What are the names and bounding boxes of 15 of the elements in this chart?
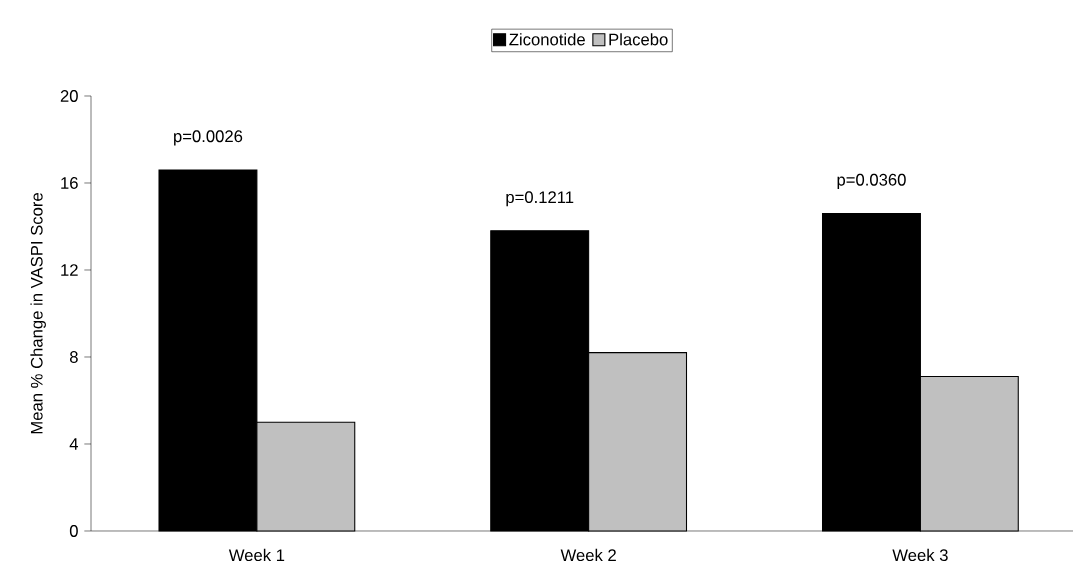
x-tick-label: Week 2 [560,548,616,562]
x-tick-label: Week 3 [892,548,948,562]
y-tick-label: 12 [61,264,78,276]
legend-label: Ziconotide [509,33,585,46]
y-tick-label: 20 [60,90,78,102]
y-tick-label: 0 [69,525,78,537]
y-tick-label: 16 [61,177,78,189]
y-tick-label: 4 [69,438,79,450]
annotation: p=0.0026 [174,130,243,146]
y-tick-label: 8 [69,351,78,363]
legend-label: Placebo [609,33,668,46]
annotation: p=0.1211 [506,191,574,207]
x-tick-label: Week 1 [228,548,285,562]
annotation: p=0.0360 [837,173,906,189]
y-axis-title: Mean % Change in VASPI Score [30,193,46,434]
